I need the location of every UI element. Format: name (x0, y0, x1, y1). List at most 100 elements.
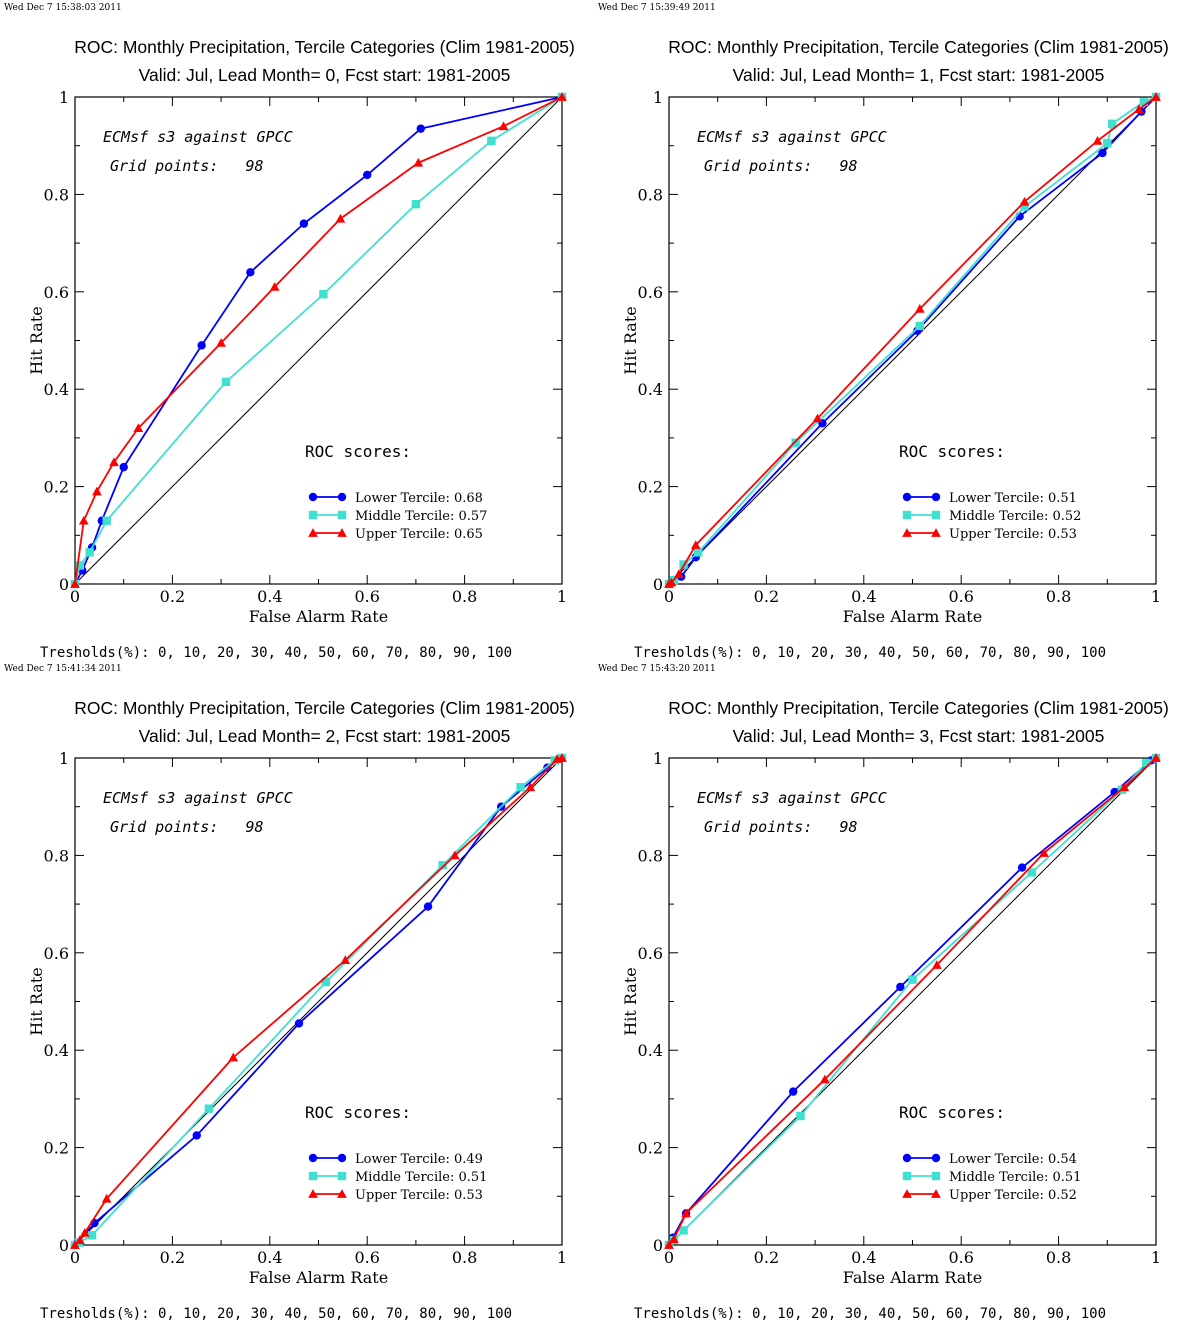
y-tick-label: 0.4 (638, 1041, 663, 1060)
x-tick-label: 0.2 (160, 587, 185, 606)
y-tick-label: 0.6 (638, 283, 663, 302)
data-point-lower (423, 902, 433, 911)
x-tick-label: 0 (664, 587, 674, 606)
x-tick-label: 0.8 (452, 1248, 477, 1267)
y-tick-label: 1 (653, 88, 663, 107)
series-group (664, 92, 1161, 589)
roc-scores-heading: ROC scores: (305, 442, 411, 461)
legend-marker-left (308, 492, 318, 502)
data-point-upper (557, 92, 567, 101)
legend-entry-middle: Middle Tercile: 0.52 (902, 509, 1081, 524)
y-tick-label: 1 (59, 749, 69, 768)
legend-entry-upper: Upper Tercile: 0.65 (308, 527, 483, 542)
x-tick-label: 0.8 (1046, 587, 1071, 606)
data-point-upper (70, 579, 80, 588)
data-point-upper (666, 577, 677, 587)
annotation-model: ECMsf s3 against GPCC (103, 128, 293, 146)
x-tick-label: 0.6 (354, 587, 379, 606)
legend-label: Middle Tercile: 0.51 (355, 1170, 487, 1185)
data-point-upper (335, 213, 346, 223)
legend-marker-right (931, 1189, 941, 1198)
roc-panel-4: Wed Dec 7 15:43:20 2011 ROC: Monthly Prec… (598, 664, 1169, 1322)
y-tick-label: 0 (59, 575, 69, 594)
series-upper (664, 753, 1161, 1249)
roc-panel-3: Wed Dec 7 15:41:34 2011 ROC: Monthly Prec… (4, 664, 575, 1322)
annotation-gridpoints: Grid points: 98 (110, 157, 264, 175)
data-point-upper (932, 960, 942, 969)
chart-title: ROC: Monthly Precipitation, Tercile Cate… (74, 37, 575, 57)
y-axis-ticks: 0 0.2 0.4 0.6 0.8 1 (638, 749, 1156, 1255)
legend-marker-right (337, 1153, 347, 1163)
data-point-upper (690, 540, 701, 549)
x-tick-label: 1 (557, 587, 567, 606)
data-point-middle (1027, 868, 1037, 877)
legend-marker-left (308, 1153, 318, 1163)
x-tick-label: 0.2 (160, 1248, 185, 1267)
data-point-upper (216, 338, 226, 347)
legend-label: Upper Tercile: 0.65 (355, 527, 483, 542)
data-point-middle (908, 975, 917, 984)
legend-marker-right (337, 1171, 347, 1181)
data-point-lower (197, 341, 206, 350)
x-tick-label: 0.4 (851, 1248, 876, 1267)
chart-title: ROC: Monthly Precipitation, Tercile Cate… (668, 37, 1169, 57)
data-point-lower (119, 462, 128, 472)
annotation-gridpoints: Grid points: 98 (110, 818, 264, 836)
legend-label: Middle Tercile: 0.52 (949, 509, 1081, 524)
data-point-upper (413, 157, 424, 167)
legend-label: Upper Tercile: 0.52 (949, 1188, 1077, 1203)
data-point-lower (788, 1087, 798, 1096)
y-tick-label: 0.8 (638, 185, 663, 204)
y-tick-label: 0 (653, 1236, 663, 1255)
x-tick-label: 0.2 (754, 1248, 779, 1267)
legend-entry-lower: Lower Tercile: 0.49 (308, 1152, 483, 1167)
annotation-gridpoints: Grid points: 98 (704, 157, 858, 175)
data-point-lower (363, 170, 372, 180)
data-point-middle (487, 136, 496, 146)
roc-panel-2: Wed Dec 7 15:39:49 2011 ROC: Monthly Prec… (598, 3, 1169, 661)
y-tick-label: 0.8 (44, 185, 69, 204)
x-axis-ticks: 0 0.2 0.4 0.6 0.8 1 (70, 758, 567, 1267)
data-point-middle (411, 199, 421, 209)
legend-label: Lower Tercile: 0.49 (355, 1152, 483, 1167)
y-axis-ticks: 0 0.2 0.4 0.6 0.8 1 (44, 749, 562, 1255)
data-point-upper (70, 1240, 80, 1249)
legend-entry-middle: Middle Tercile: 0.57 (308, 509, 487, 524)
y-axis-label: Hit Rate (27, 967, 46, 1035)
legend-entry-upper: Upper Tercile: 0.53 (902, 527, 1077, 542)
data-point-upper (450, 850, 460, 860)
data-point-middle (1142, 758, 1151, 768)
x-tick-label: 0.8 (452, 587, 477, 606)
data-point-lower (246, 268, 255, 277)
legend-marker-right (931, 510, 941, 520)
chart-title: ROC: Monthly Precipitation, Tercile Cate… (668, 698, 1169, 718)
data-point-upper (498, 121, 509, 131)
legend-entry-lower: Lower Tercile: 0.68 (308, 491, 483, 506)
data-point-middle (85, 548, 94, 557)
y-tick-label: 0.4 (44, 380, 69, 399)
data-point-upper (340, 955, 351, 964)
data-point-middle (221, 377, 231, 387)
legend-label: Lower Tercile: 0.54 (949, 1152, 1077, 1167)
y-tick-label: 0.8 (638, 846, 663, 865)
x-tick-label: 0.2 (754, 587, 779, 606)
y-axis-ticks: 0 0.2 0.4 0.6 0.8 1 (44, 88, 562, 594)
legend-marker-left (902, 528, 912, 537)
roc-scores-heading: ROC scores: (305, 1103, 411, 1122)
data-point-lower (1098, 148, 1107, 158)
data-point-middle (516, 783, 525, 792)
legend-label: Upper Tercile: 0.53 (355, 1188, 483, 1203)
thresholds-note: Tresholds(%): 0, 10, 20, 30, 40, 50, 60,… (40, 1306, 512, 1322)
y-tick-label: 0.2 (638, 478, 663, 497)
x-tick-label: 0 (70, 1248, 80, 1267)
legend-label: Middle Tercile: 0.57 (355, 509, 487, 524)
chart-title: ROC: Monthly Precipitation, Tercile Cate… (74, 698, 575, 718)
y-tick-label: 0.2 (638, 1139, 663, 1158)
data-point-lower (299, 219, 309, 228)
data-point-upper (820, 1074, 830, 1084)
series-upper (70, 753, 567, 1249)
x-tick-label: 0.4 (257, 1248, 282, 1267)
data-point-middle (1107, 119, 1117, 128)
y-tick-label: 0.6 (44, 944, 69, 963)
